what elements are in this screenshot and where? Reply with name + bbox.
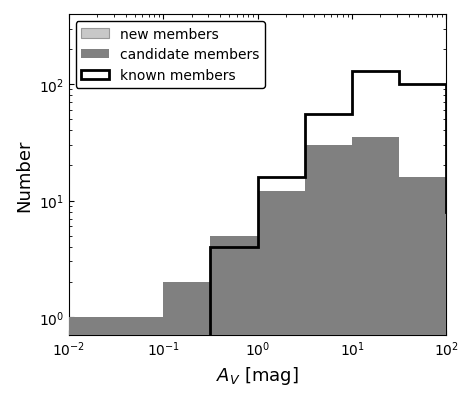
Bar (352, 138, 399, 335)
Bar (210, 236, 257, 335)
Bar (305, 196, 352, 335)
Bar (69, 317, 116, 335)
Bar (163, 282, 210, 335)
X-axis label: $A_V$ [mag]: $A_V$ [mag] (216, 364, 299, 386)
Y-axis label: Number: Number (15, 139, 33, 211)
Bar (116, 317, 163, 335)
Legend: new members, candidate members, known members: new members, candidate members, known me… (76, 22, 265, 89)
Bar (257, 262, 305, 335)
Bar (352, 196, 399, 335)
Bar (305, 146, 352, 335)
Bar (399, 177, 447, 335)
Bar (257, 192, 305, 335)
Bar (399, 236, 447, 335)
Bar (447, 317, 474, 335)
